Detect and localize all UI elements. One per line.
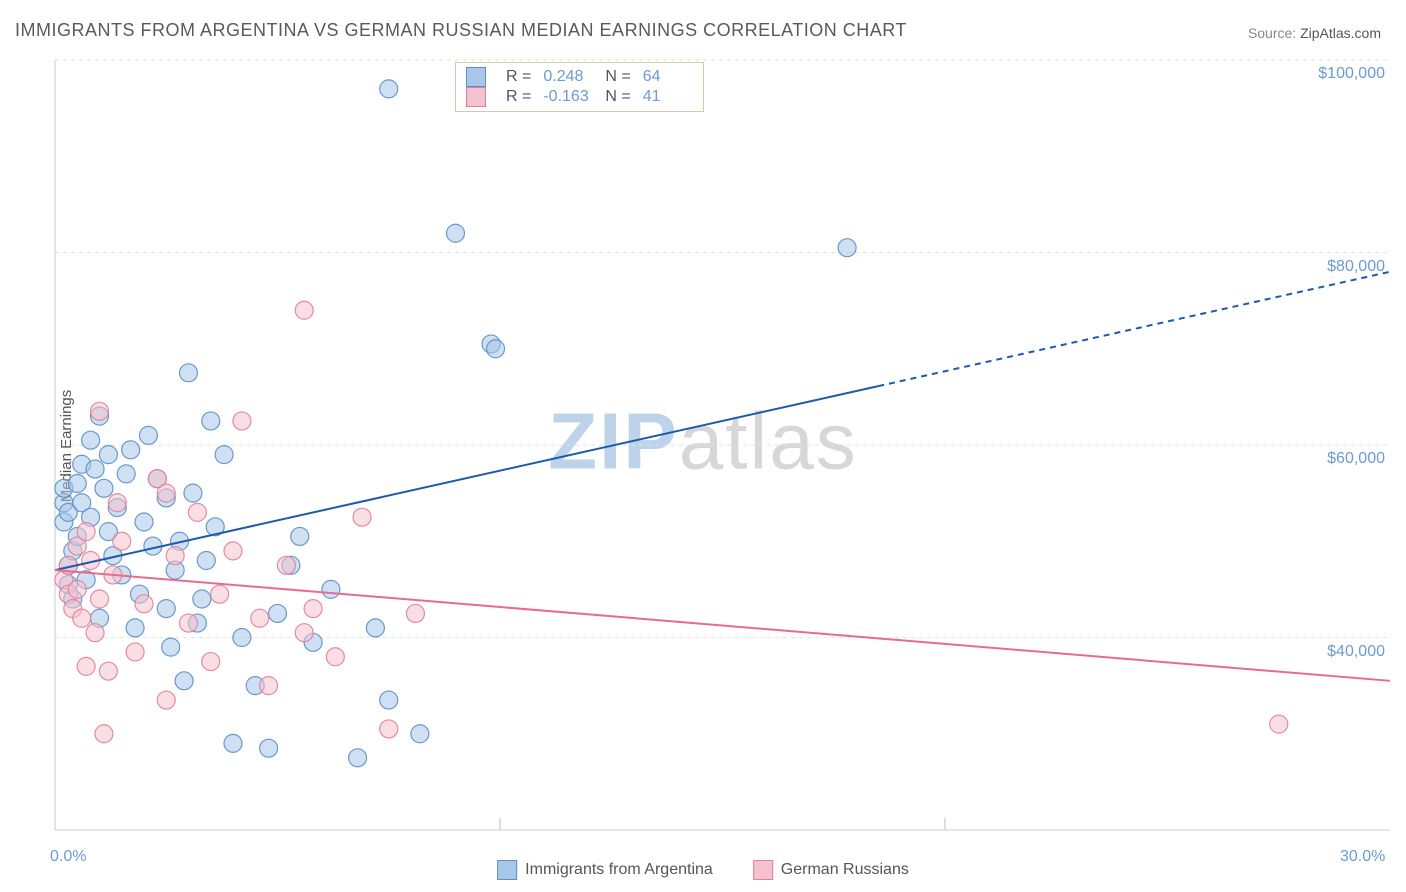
y-tick-label: $60,000 bbox=[1327, 450, 1385, 468]
x-tick-max: 30.0% bbox=[1340, 848, 1385, 866]
correlation-swatch bbox=[466, 87, 486, 107]
chart-canvas bbox=[0, 0, 1406, 892]
legend-label-german-russian: German Russians bbox=[781, 861, 909, 878]
series-legend: Immigrants from Argentina German Russian… bbox=[497, 860, 909, 880]
y-tick-label: $40,000 bbox=[1327, 643, 1385, 661]
legend-item-german-russian: German Russians bbox=[753, 860, 909, 880]
correlation-row-german_russian: R = -0.163N = 41 bbox=[466, 87, 693, 107]
x-tick-min: 0.0% bbox=[50, 848, 86, 866]
legend-swatch-argentina bbox=[497, 860, 517, 880]
legend-swatch-german-russian bbox=[753, 860, 773, 880]
legend-item-argentina: Immigrants from Argentina bbox=[497, 860, 713, 880]
y-tick-label: $100,000 bbox=[1318, 65, 1385, 83]
legend-label-argentina: Immigrants from Argentina bbox=[525, 861, 713, 878]
y-tick-label: $80,000 bbox=[1327, 258, 1385, 276]
correlation-swatch bbox=[466, 67, 486, 87]
correlation-row-argentina: R = 0.248N = 64 bbox=[466, 67, 693, 87]
correlation-legend: R = 0.248N = 64R = -0.163N = 41 bbox=[455, 62, 704, 112]
